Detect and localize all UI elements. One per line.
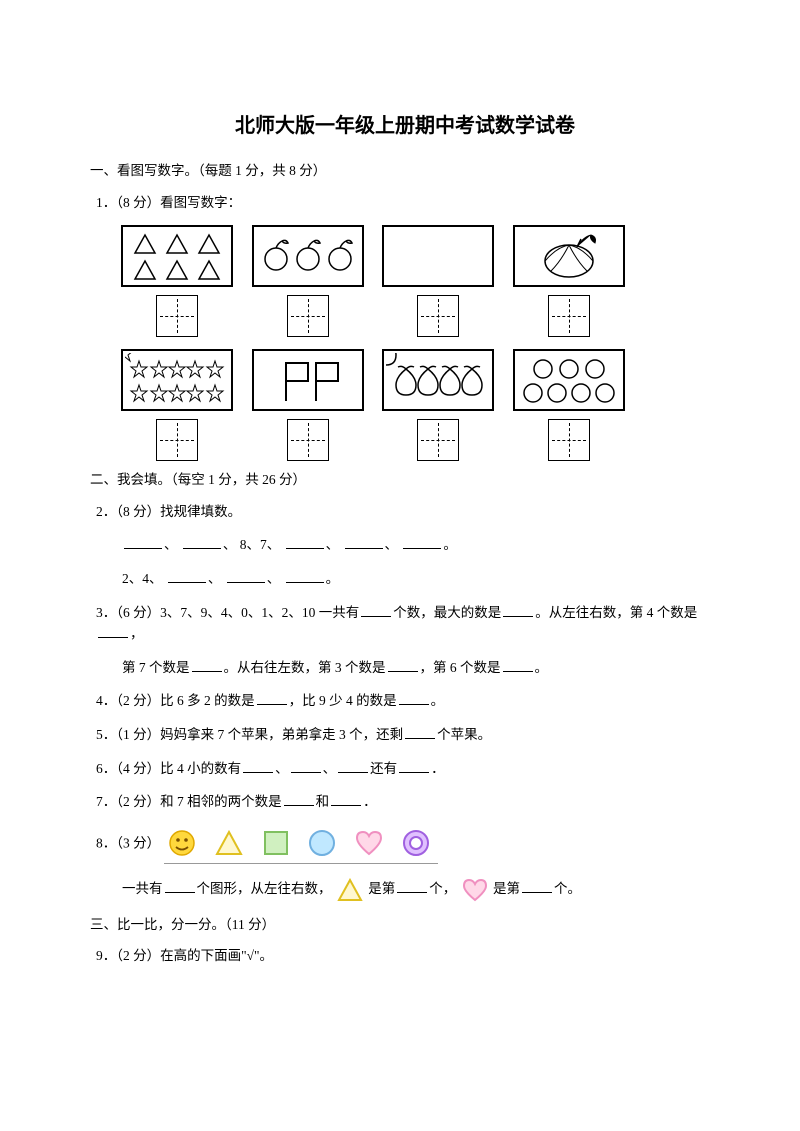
grid-cell — [510, 225, 629, 337]
blank[interactable] — [168, 569, 206, 583]
question-6: 6．（4 分）比 4 小的数有、、还有． — [90, 758, 720, 780]
blank[interactable] — [243, 759, 273, 773]
ring-icon — [402, 829, 430, 857]
blank[interactable] — [257, 691, 287, 705]
question-2-line2: 2、4、 、 、 。 — [90, 568, 720, 590]
flags-box — [252, 349, 364, 411]
question-9: 9．（2 分）在高的下面画"√"。 — [90, 945, 720, 967]
triangle-icon — [214, 829, 244, 857]
triangles-box — [121, 225, 233, 287]
blank[interactable] — [192, 658, 222, 672]
answer-box[interactable] — [287, 295, 329, 337]
grid-cell — [379, 349, 498, 461]
grid-cell — [510, 349, 629, 461]
blank[interactable] — [403, 535, 441, 549]
grid-cell — [379, 225, 498, 337]
stars-box — [121, 349, 233, 411]
blank[interactable] — [397, 879, 427, 893]
question-2-line1: 、 、 8、7、 、 、 。 — [90, 534, 720, 556]
blank[interactable] — [227, 569, 265, 583]
grid-cell — [249, 349, 368, 461]
circle-icon — [308, 829, 336, 857]
blank[interactable] — [405, 725, 435, 739]
answer-box[interactable] — [548, 419, 590, 461]
blank[interactable] — [291, 759, 321, 773]
shape-row — [164, 825, 438, 864]
blank[interactable] — [183, 535, 221, 549]
page-title: 北师大版一年级上册期中考试数学试卷 — [90, 110, 720, 142]
blank[interactable] — [338, 759, 368, 773]
blank[interactable] — [284, 792, 314, 806]
blank[interactable] — [399, 759, 429, 773]
section-1-header: 一、看图写数字。（每题 1 分，共 8 分） — [90, 160, 720, 182]
blank[interactable] — [503, 658, 533, 672]
blank[interactable] — [286, 535, 324, 549]
question-1: 1．（8 分）看图写数字： — [90, 192, 720, 214]
blank[interactable] — [286, 569, 324, 583]
section-3-header: 三、比一比，分一分。（11 分） — [90, 914, 720, 936]
grid-cell — [118, 225, 237, 337]
question-7: 7．（2 分）和 7 相邻的两个数是和． — [90, 791, 720, 813]
question-8-line2: 一共有个图形，从左往右数， 是第个， 是第个。 — [90, 878, 720, 902]
grid-cell — [249, 225, 368, 337]
question-8: 8．（3 分） — [90, 825, 720, 864]
blank[interactable] — [165, 879, 195, 893]
blank[interactable] — [399, 691, 429, 705]
heart-icon — [462, 878, 488, 902]
grid-cell — [118, 349, 237, 461]
answer-box[interactable] — [156, 295, 198, 337]
apples-box — [252, 225, 364, 287]
question-3-cont: 第 7 个数是。从右往左数，第 3 个数是，第 6 个数是。 — [90, 657, 720, 679]
question-4: 4．（2 分）比 6 多 2 的数是，比 9 少 4 的数是。 — [90, 690, 720, 712]
empty-box — [382, 225, 494, 287]
heart-icon — [354, 829, 384, 857]
picture-grid — [118, 225, 628, 461]
answer-box[interactable] — [417, 419, 459, 461]
blank[interactable] — [124, 535, 162, 549]
question-5: 5．（1 分）妈妈拿来 7 个苹果，弟弟拿走 3 个，还剩个苹果。 — [90, 724, 720, 746]
answer-box[interactable] — [417, 295, 459, 337]
blank[interactable] — [522, 879, 552, 893]
blank[interactable] — [503, 603, 533, 617]
peaches-box — [382, 349, 494, 411]
circles-box — [513, 349, 625, 411]
section-2-header: 二、我会填。（每空 1 分，共 26 分） — [90, 469, 720, 491]
triangle-icon — [337, 878, 363, 902]
blank[interactable] — [345, 535, 383, 549]
blank[interactable] — [388, 658, 418, 672]
answer-box[interactable] — [548, 295, 590, 337]
blank[interactable] — [331, 792, 361, 806]
question-2: 2．（8 分）找规律填数。 — [90, 501, 720, 523]
watermelon-box — [513, 225, 625, 287]
square-icon — [262, 829, 290, 857]
blank[interactable] — [361, 603, 391, 617]
smiley-icon — [168, 829, 196, 857]
answer-box[interactable] — [156, 419, 198, 461]
question-3: 3．（6 分）3、7、9、4、0、1、2、10 一共有个数，最大的数是。从左往右… — [90, 602, 720, 645]
blank[interactable] — [98, 624, 128, 638]
answer-box[interactable] — [287, 419, 329, 461]
